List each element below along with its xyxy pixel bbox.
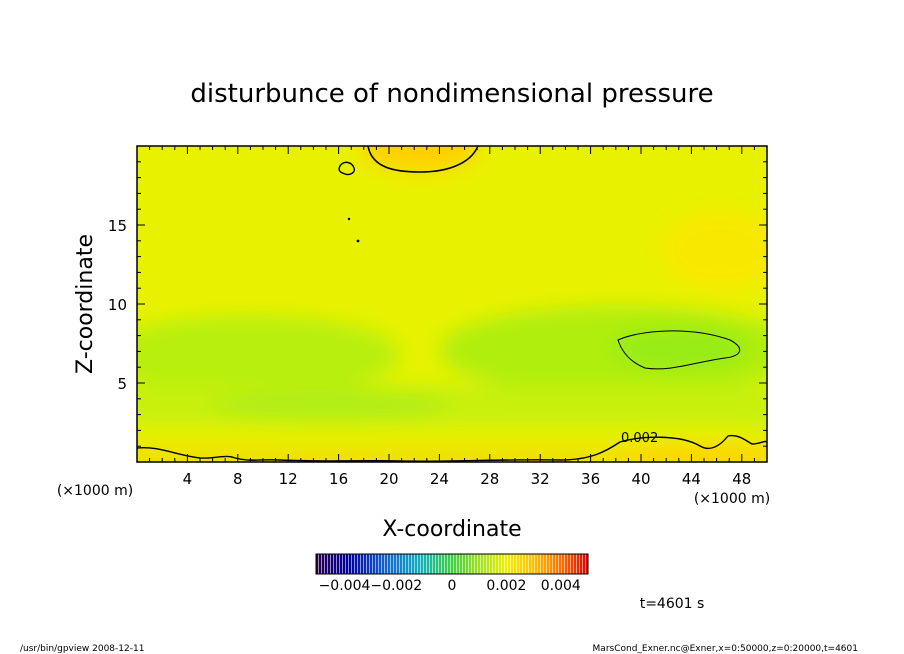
x-tick-label: 40 [631, 470, 650, 488]
x-tick-label: 24 [430, 470, 449, 488]
colorbar-tick-label: 0.002 [486, 578, 526, 594]
field-upper-region [137, 146, 767, 310]
x-tick-label: 12 [279, 470, 298, 488]
colorbar-frame [315, 553, 589, 575]
x-tick-label: 4 [183, 470, 193, 488]
y-axis-label: Z-coordinate [73, 234, 98, 374]
contour-top [367, 146, 479, 173]
x-axis-label: X-coordinate [382, 517, 521, 542]
field-pocket [610, 326, 750, 370]
x-tick-label: 36 [581, 470, 600, 488]
contour-pocket [617, 330, 740, 370]
chart-title: disturbunce of nondimensional pressure [190, 79, 713, 109]
y-axis: 5 10 15 [108, 145, 767, 463]
y-tick-label: 10 [108, 296, 127, 314]
colorbar-tick-label: −0.004−0.002 [319, 578, 423, 594]
x-tick-label: 44 [682, 470, 701, 488]
heatmap-field [137, 146, 767, 462]
field-bottom-orange [620, 443, 767, 462]
field-mid-green-left [137, 315, 400, 395]
x-tick-label: 16 [329, 470, 348, 488]
footer-right: MarsCond_Exner.nc@Exner,x=0:50000,z=0:20… [593, 644, 858, 654]
footer-left: /usr/bin/gpview 2008-12-11 [20, 644, 144, 654]
x-tick-label: 8 [233, 470, 243, 488]
y-tick-label: 5 [117, 375, 127, 393]
colorbar-tick-label: 0.004 [541, 578, 581, 594]
field-right-yellow [660, 210, 767, 290]
x-tick-label: 48 [732, 470, 751, 488]
field-top-orange [360, 146, 480, 172]
field-bottom-layer [137, 445, 767, 462]
contour-bottom [137, 434, 767, 462]
colorbar [315, 553, 589, 575]
contour-small-blob [338, 161, 356, 176]
time-annotation: t=4601 s [640, 596, 705, 612]
colorbar-tick-label: 0 [448, 578, 457, 594]
x-unit-left: (×1000 m) [57, 483, 133, 499]
contour-dot-2 [356, 239, 360, 243]
x-axis: 4 8 12 16 20 24 28 32 36 40 44 48 [136, 146, 768, 488]
colorbar-ticks: −0.004−0.002 0 0.002 0.004 [319, 578, 581, 594]
field-lower-green [210, 389, 450, 421]
x-tick-label: 32 [531, 470, 550, 488]
contour-label: 0.002 [621, 431, 658, 446]
x-tick-label: 28 [480, 470, 499, 488]
colorbar-stripes [316, 554, 588, 574]
contour-dot-1 [347, 217, 351, 221]
y-tick-label: 15 [108, 217, 127, 235]
x-tick-label: 20 [379, 470, 398, 488]
x-unit-right: (×1000 m) [694, 491, 770, 507]
